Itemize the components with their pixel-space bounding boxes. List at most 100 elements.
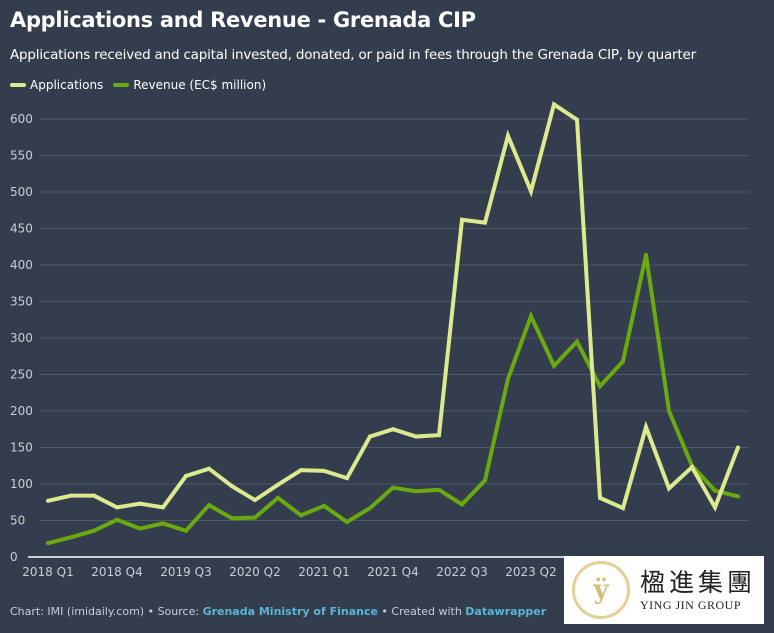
data-point-revenue bbox=[713, 488, 717, 493]
data-point-applications bbox=[276, 482, 280, 487]
data-point-applications bbox=[713, 505, 717, 510]
data-point-revenue bbox=[161, 521, 165, 526]
x-tick-label: 2023 Q2 bbox=[505, 565, 556, 579]
data-point-revenue bbox=[644, 252, 648, 257]
data-point-revenue bbox=[414, 489, 418, 494]
data-point-applications bbox=[345, 476, 349, 481]
data-point-revenue bbox=[575, 339, 579, 344]
y-tick-label: 400 bbox=[10, 258, 33, 272]
data-point-applications bbox=[299, 468, 303, 473]
data-point-revenue bbox=[460, 502, 464, 507]
data-point-applications bbox=[161, 505, 165, 510]
data-point-applications bbox=[529, 189, 533, 194]
y-tick-label: 200 bbox=[10, 404, 33, 418]
data-point-applications bbox=[644, 425, 648, 430]
data-point-applications bbox=[368, 434, 372, 439]
y-tick-label: 250 bbox=[10, 368, 33, 382]
data-point-applications bbox=[92, 493, 96, 498]
data-point-applications bbox=[621, 506, 625, 511]
legend-swatch-revenue bbox=[113, 83, 130, 87]
y-tick-label: 350 bbox=[10, 295, 33, 309]
data-point-applications bbox=[414, 434, 418, 439]
x-tick-label: 2022 Q3 bbox=[436, 565, 487, 579]
data-point-revenue bbox=[92, 528, 96, 533]
legend-swatch-applications bbox=[10, 83, 26, 87]
chart-title: Applications and Revenue - Grenada CIP bbox=[10, 8, 476, 32]
data-point-applications bbox=[598, 495, 602, 500]
x-tick-label: 2020 Q2 bbox=[229, 565, 280, 579]
data-point-applications bbox=[322, 468, 326, 473]
y-tick-label: 50 bbox=[10, 514, 25, 528]
data-point-revenue bbox=[529, 314, 533, 319]
data-point-revenue bbox=[115, 517, 119, 522]
data-point-revenue bbox=[46, 541, 50, 546]
data-point-revenue bbox=[322, 503, 326, 508]
data-point-applications bbox=[552, 102, 556, 107]
x-tick-label: 2018 Q4 bbox=[91, 565, 142, 579]
data-point-revenue bbox=[368, 506, 372, 511]
data-point-revenue bbox=[552, 363, 556, 368]
y-tick-label: 600 bbox=[10, 112, 33, 126]
data-point-applications bbox=[506, 133, 510, 138]
data-point-applications bbox=[184, 473, 188, 478]
logo-emblem-icon: ÿ bbox=[572, 561, 630, 619]
x-tick-label: 2021 Q1 bbox=[298, 565, 349, 579]
data-point-revenue bbox=[506, 376, 510, 381]
y-tick-label: 300 bbox=[10, 331, 33, 345]
legend-label-revenue: Revenue (EC$ million) bbox=[133, 78, 267, 92]
data-point-applications bbox=[138, 501, 142, 506]
data-point-applications bbox=[230, 484, 234, 489]
chart-credit: Chart: IMI (imidaily.com) • Source: bbox=[10, 605, 203, 618]
y-tick-label: 550 bbox=[10, 149, 33, 163]
source-link[interactable]: Grenada Ministry of Finance bbox=[202, 605, 378, 618]
data-point-applications bbox=[667, 486, 671, 491]
data-point-revenue bbox=[391, 485, 395, 490]
data-point-applications bbox=[460, 217, 464, 222]
data-point-revenue bbox=[736, 494, 740, 499]
datawrapper-link[interactable]: Datawrapper bbox=[465, 605, 547, 618]
legend-item-applications: Applications bbox=[10, 78, 103, 92]
y-tick-label: 150 bbox=[10, 441, 33, 455]
data-point-applications bbox=[69, 493, 73, 498]
logo-english-text: YING JIN GROUP bbox=[640, 597, 742, 612]
data-point-revenue bbox=[483, 478, 487, 483]
footer: Chart: IMI (imidaily.com) • Source: Gren… bbox=[10, 605, 546, 618]
data-point-applications bbox=[391, 427, 395, 432]
data-point-revenue bbox=[345, 519, 349, 524]
data-point-applications bbox=[736, 445, 740, 450]
y-tick-label: 450 bbox=[10, 222, 33, 236]
data-point-revenue bbox=[184, 528, 188, 533]
data-point-revenue bbox=[253, 515, 257, 520]
chart-subtitle: Applications received and capital invest… bbox=[10, 47, 696, 63]
legend: Applications Revenue (EC$ million) bbox=[10, 78, 266, 92]
y-tick-label: 100 bbox=[10, 477, 33, 491]
data-point-applications bbox=[253, 498, 257, 503]
data-point-revenue bbox=[138, 526, 142, 531]
data-point-applications bbox=[575, 117, 579, 122]
data-point-revenue bbox=[621, 359, 625, 364]
y-tick-label: 500 bbox=[10, 185, 33, 199]
data-point-revenue bbox=[299, 513, 303, 518]
data-point-applications bbox=[46, 498, 50, 503]
data-point-revenue bbox=[69, 535, 73, 540]
series-line-revenue bbox=[47, 254, 739, 546]
data-point-revenue bbox=[598, 384, 602, 389]
data-point-applications bbox=[690, 465, 694, 470]
data-point-applications bbox=[115, 505, 119, 510]
data-point-revenue bbox=[230, 516, 234, 521]
data-point-revenue bbox=[437, 487, 441, 492]
data-point-revenue bbox=[667, 409, 671, 413]
y-tick-label: 0 bbox=[10, 550, 18, 564]
data-point-applications bbox=[483, 220, 487, 225]
ying-jin-logo: ÿ 楹進集團 YING JIN GROUP bbox=[564, 556, 764, 624]
legend-label-applications: Applications bbox=[30, 78, 104, 92]
data-point-revenue bbox=[207, 503, 211, 508]
created-with-text: • Created with bbox=[377, 605, 466, 618]
logo-chinese-text: 楹進集團 bbox=[640, 567, 757, 597]
x-tick-label: 2018 Q1 bbox=[22, 565, 73, 579]
data-point-applications bbox=[207, 466, 211, 471]
x-tick-label: 2021 Q4 bbox=[367, 565, 418, 579]
data-point-applications bbox=[437, 433, 441, 438]
x-tick-label: 2019 Q3 bbox=[160, 565, 211, 579]
